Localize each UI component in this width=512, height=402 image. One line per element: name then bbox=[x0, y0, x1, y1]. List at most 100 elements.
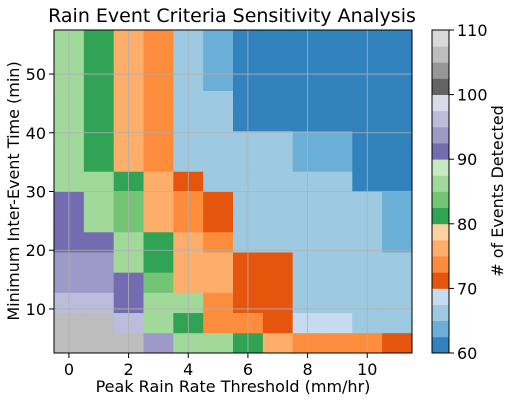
x-tick-label: 10 bbox=[357, 360, 377, 379]
heatmap-cell bbox=[203, 252, 234, 273]
heatmap-cell bbox=[382, 292, 413, 314]
x-tick-label: 4 bbox=[183, 360, 193, 379]
colorbar-segment bbox=[432, 62, 449, 79]
colorbar-segment bbox=[432, 110, 449, 128]
heatmap-cell bbox=[322, 30, 353, 51]
heatmap-cell bbox=[143, 151, 174, 172]
heatmap-cell bbox=[262, 272, 294, 293]
colorbar-segment bbox=[432, 78, 449, 95]
heatmap-cell bbox=[83, 30, 115, 51]
heatmap-cell bbox=[382, 272, 413, 293]
heatmap-cell bbox=[83, 50, 115, 71]
colorbar-segment bbox=[432, 223, 449, 241]
colorbar-segment bbox=[432, 320, 449, 338]
heatmap-cell bbox=[262, 50, 294, 71]
heatmap-cell bbox=[83, 151, 115, 172]
heatmap-cell bbox=[322, 70, 353, 91]
colorbar-tick-label: 80 bbox=[457, 215, 477, 234]
heatmap-cell bbox=[143, 312, 174, 334]
colorbar-segment bbox=[432, 272, 449, 289]
heatmap-cell bbox=[262, 110, 294, 132]
heatmap-cell bbox=[83, 292, 115, 314]
y-tick-label: 50 bbox=[26, 65, 46, 84]
heatmap-cell bbox=[203, 171, 234, 192]
heatmap-cell bbox=[322, 312, 353, 334]
heatmap-cell bbox=[322, 50, 353, 71]
heatmap-cell bbox=[262, 231, 294, 253]
heatmap-cell bbox=[83, 191, 115, 213]
colorbar-tick-label: 90 bbox=[457, 150, 477, 169]
heatmap-cell bbox=[143, 130, 174, 152]
heatmap-cell bbox=[322, 292, 353, 314]
colorbar-tick-label: 110 bbox=[457, 21, 488, 40]
heatmap-cell bbox=[203, 272, 234, 293]
colorbar-label: # of Events Detected bbox=[488, 105, 507, 277]
heatmap-cell bbox=[382, 332, 413, 354]
heatmap-cell bbox=[262, 130, 294, 152]
heatmap-cell bbox=[83, 110, 115, 132]
heatmap-cell bbox=[83, 90, 115, 112]
x-tick-label: 2 bbox=[123, 360, 133, 379]
heatmap-cells bbox=[54, 30, 413, 354]
colorbar-segment bbox=[432, 143, 449, 160]
heatmap-cell bbox=[382, 130, 413, 152]
colorbar-segment bbox=[432, 94, 449, 112]
heatmap-cell bbox=[322, 231, 353, 253]
y-axis-label: Minimum Inter-Event Time (min) bbox=[4, 61, 23, 320]
heatmap-cell bbox=[203, 191, 234, 213]
x-axis-label: Peak Rain Rate Threshold (mm/hr) bbox=[96, 377, 371, 396]
colorbar-segment bbox=[432, 207, 449, 225]
heatmap-cell bbox=[262, 312, 294, 334]
heatmap-cell bbox=[382, 312, 413, 334]
heatmap-cell bbox=[83, 211, 115, 233]
heatmap-cell bbox=[83, 171, 115, 192]
heatmap-cell bbox=[203, 110, 234, 132]
y-tick-label: 40 bbox=[26, 124, 46, 143]
heatmap-cell bbox=[203, 30, 234, 51]
colorbar bbox=[432, 30, 449, 354]
heatmap-cell bbox=[382, 50, 413, 71]
heatmap-cell bbox=[322, 252, 353, 273]
heatmap-cell bbox=[143, 211, 174, 233]
colorbar-segment bbox=[432, 288, 449, 305]
heatmap-cell bbox=[143, 332, 174, 354]
heatmap-cell bbox=[143, 292, 174, 314]
colorbar-segment bbox=[432, 175, 449, 192]
colorbar-segment bbox=[432, 336, 449, 354]
heatmap-cell bbox=[83, 332, 115, 354]
heatmap-cell bbox=[382, 151, 413, 172]
heatmap-cell bbox=[143, 231, 174, 253]
heatmap-cell bbox=[382, 231, 413, 253]
colorbar-tick-label: 100 bbox=[457, 86, 488, 105]
heatmap-cell bbox=[262, 252, 294, 273]
heatmap-cell bbox=[322, 332, 353, 354]
heatmap-cell bbox=[203, 90, 234, 112]
heatmap-cell bbox=[262, 171, 294, 192]
heatmap-cell bbox=[382, 90, 413, 112]
heatmap-cell bbox=[322, 191, 353, 213]
heatmap-cell bbox=[382, 30, 413, 51]
heatmap-cell bbox=[322, 110, 353, 132]
heatmap-cell bbox=[322, 151, 353, 172]
x-axis-ticks: 0 2 4 6 8 10 bbox=[64, 353, 377, 379]
heatmap-cell bbox=[322, 90, 353, 112]
heatmap-cell bbox=[143, 252, 174, 273]
colorbar-frame bbox=[431, 29, 450, 354]
heatmap-cell bbox=[203, 50, 234, 71]
heatmap-cell bbox=[322, 272, 353, 293]
colorbar-segment bbox=[432, 239, 449, 257]
heatmap-cell bbox=[203, 211, 234, 233]
x-tick-label: 8 bbox=[302, 360, 312, 379]
colorbar-segment bbox=[432, 159, 449, 176]
colorbar-segment bbox=[432, 304, 449, 322]
heatmap-cell bbox=[143, 30, 174, 51]
y-tick-label: 10 bbox=[26, 300, 46, 319]
heatmap-cell bbox=[203, 292, 234, 314]
heatmap-cell bbox=[382, 191, 413, 213]
heatmap-cell bbox=[262, 70, 294, 91]
colorbar-segment bbox=[432, 126, 449, 144]
heatmap-cell bbox=[203, 151, 234, 172]
heatmap-cell bbox=[382, 252, 413, 273]
heatmap-cell bbox=[203, 312, 234, 334]
